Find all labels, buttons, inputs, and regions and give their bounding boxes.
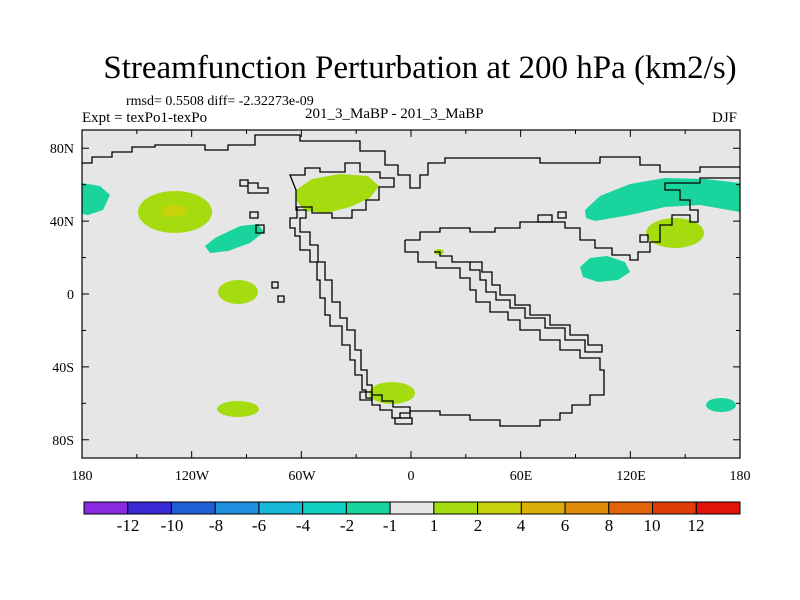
coastline-north-landmass xyxy=(82,134,740,189)
anomaly-negative-patch xyxy=(585,178,740,221)
anomaly-positive-patch xyxy=(218,280,258,304)
anomaly-fill-layer xyxy=(82,174,740,417)
colorbar-swatch xyxy=(433,501,479,515)
x-tick-label: 120E xyxy=(616,469,646,484)
colorbar-swatch xyxy=(389,501,435,515)
colorbar-swatch xyxy=(170,501,216,515)
colorbar-label: -4 xyxy=(296,516,311,535)
y-tick-label: 80N xyxy=(50,142,74,157)
colorbar-swatch xyxy=(258,501,304,515)
x-tick-label: 60E xyxy=(510,469,533,484)
experiment-label: Expt = texPo1-texPo xyxy=(82,110,208,126)
coastline-west-continent xyxy=(289,162,411,419)
coastline-east-islands xyxy=(537,211,649,243)
colorbar-swatch xyxy=(302,501,347,515)
anomaly-negative-patch xyxy=(82,183,110,215)
colorbar-swatch xyxy=(345,501,391,515)
anomaly-strong-positive-patch xyxy=(161,205,187,217)
y-tick-label: 40N xyxy=(50,215,74,230)
map-background xyxy=(82,130,740,458)
tick-layer xyxy=(81,130,741,458)
anomaly-positive-patch xyxy=(296,174,379,213)
colorbar-swatch xyxy=(477,501,522,515)
colorbar-swatch xyxy=(608,501,654,515)
coastline-southern-arc xyxy=(400,240,605,427)
colorbar-labels: -12 -10 -8 -6 -4 -2 -1 1 2 4 6 8 10 12 xyxy=(117,516,705,535)
case-label: 201_3_MaBP - 201_3_MaBP xyxy=(305,106,484,122)
colorbar-swatch xyxy=(520,501,566,515)
colorbar-label: 12 xyxy=(688,516,705,535)
colorbar-label: -8 xyxy=(209,516,223,535)
colorbar-label: 10 xyxy=(644,516,661,535)
colorbar xyxy=(83,501,741,515)
colorbar-label: -10 xyxy=(161,516,184,535)
anomaly-negative-patch xyxy=(580,256,630,282)
y-tick-label: 80S xyxy=(52,434,74,449)
colorbar-label: 2 xyxy=(474,516,483,535)
colorbar-swatch xyxy=(652,501,697,515)
colorbar-swatch xyxy=(83,501,129,515)
coastline-layer xyxy=(82,134,740,427)
colorbar-label: 6 xyxy=(561,516,570,535)
coastline-south-fringe xyxy=(359,391,413,425)
y-axis-labels: 80N 40N 0 40S 80S xyxy=(50,142,74,449)
colorbar-swatch xyxy=(695,501,741,515)
colorbar-label: 8 xyxy=(605,516,614,535)
colorbar-label: -2 xyxy=(340,516,354,535)
coastline-small-islands xyxy=(239,179,285,303)
colorbar-swatch xyxy=(214,501,260,515)
colorbar-swatch xyxy=(127,501,172,515)
colorbar-swatch xyxy=(564,501,610,515)
season-label: DJF xyxy=(712,110,738,126)
page-title: Streamfunction Perturbation at 200 hPa (… xyxy=(103,50,737,86)
anomaly-negative-patch xyxy=(706,398,736,412)
colorbar-label: 1 xyxy=(430,516,439,535)
x-tick-label: 120W xyxy=(175,469,210,484)
colorbar-label: 4 xyxy=(517,516,526,535)
colorbar-label: -1 xyxy=(383,516,397,535)
anomaly-positive-patch xyxy=(369,382,415,404)
anomaly-negative-patch xyxy=(205,224,264,253)
anomaly-positive-patch xyxy=(217,401,259,417)
x-tick-label: 180 xyxy=(72,469,93,484)
stats-label: rmsd= 0.5508 diff= -2.32273e-09 xyxy=(126,94,314,109)
colorbar-label: -12 xyxy=(117,516,140,535)
coastline-inner-sea xyxy=(434,251,603,353)
coastline-east-continent xyxy=(405,177,740,261)
y-tick-label: 40S xyxy=(52,361,74,376)
y-tick-label: 0 xyxy=(67,288,74,303)
x-tick-label: 0 xyxy=(408,469,415,484)
x-tick-label: 180 xyxy=(730,469,751,484)
x-axis-labels: 180 120W 60W 0 60E 120E 180 xyxy=(72,469,751,484)
colorbar-label: -6 xyxy=(252,516,266,535)
x-tick-label: 60W xyxy=(288,469,316,484)
